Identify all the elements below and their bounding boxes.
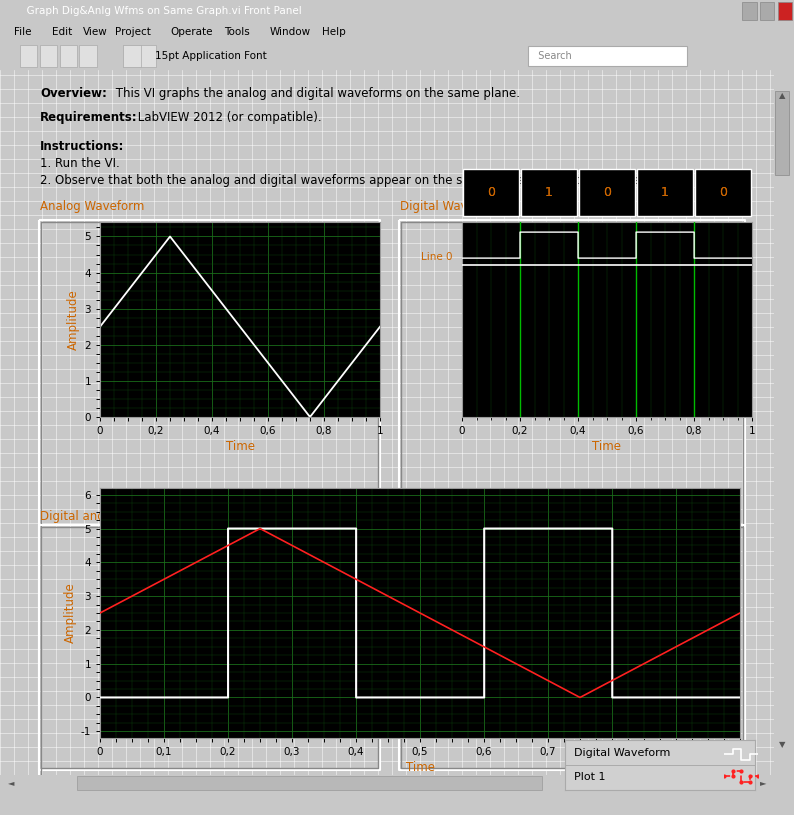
Text: This VI graphs the analog and digital waveforms on the same plane.: This VI graphs the analog and digital wa… xyxy=(112,87,520,100)
Text: Analog Waveform: Analog Waveform xyxy=(40,200,145,213)
Text: Operate: Operate xyxy=(171,27,214,37)
Bar xyxy=(637,170,693,216)
Text: Tools: Tools xyxy=(224,27,249,37)
Text: Plot 1: Plot 1 xyxy=(575,773,606,782)
X-axis label: Time: Time xyxy=(592,440,622,453)
Text: 1: 1 xyxy=(545,187,553,199)
Text: ◄: ◄ xyxy=(8,778,14,787)
Text: 0: 0 xyxy=(603,187,611,199)
Text: Digital Waveform: Digital Waveform xyxy=(400,200,503,213)
Text: ►: ► xyxy=(760,778,766,787)
Bar xyxy=(123,45,141,67)
X-axis label: Time: Time xyxy=(225,440,255,453)
Text: Window: Window xyxy=(270,27,311,37)
X-axis label: Time: Time xyxy=(406,761,434,774)
Text: 0: 0 xyxy=(719,187,727,199)
Text: 1. Run the VI.: 1. Run the VI. xyxy=(40,157,120,170)
Bar xyxy=(760,2,774,20)
Text: Requirements:: Requirements: xyxy=(40,111,137,124)
Text: 1: 1 xyxy=(661,187,669,199)
Text: Project: Project xyxy=(115,27,151,37)
Text: File: File xyxy=(14,27,32,37)
Text: Search: Search xyxy=(532,51,572,61)
Bar xyxy=(139,45,156,67)
Y-axis label: Amplitude: Amplitude xyxy=(67,289,80,350)
Text: 0: 0 xyxy=(487,187,495,199)
Bar xyxy=(20,45,37,67)
Text: 2. Observe that both the analog and digital waveforms appear on the same wavefor: 2. Observe that both the analog and digi… xyxy=(40,174,647,187)
Text: ▼: ▼ xyxy=(779,740,785,749)
Text: Help: Help xyxy=(322,27,345,37)
Text: 15pt Application Font: 15pt Application Font xyxy=(155,51,267,61)
Text: Instructions:: Instructions: xyxy=(40,140,125,153)
Bar xyxy=(77,776,542,791)
Bar xyxy=(40,45,57,67)
Bar xyxy=(695,170,751,216)
Text: Graph Dig&Anlg Wfms on Same Graph.vi Front Panel: Graph Dig&Anlg Wfms on Same Graph.vi Fro… xyxy=(20,6,302,16)
Text: 0: 0 xyxy=(603,187,611,199)
Bar xyxy=(775,91,789,175)
Bar xyxy=(123,45,141,67)
Bar xyxy=(463,170,519,216)
Bar xyxy=(79,45,97,67)
Text: 1: 1 xyxy=(545,187,553,199)
Text: Edit: Edit xyxy=(52,27,72,37)
Bar xyxy=(778,2,792,20)
Text: ▲: ▲ xyxy=(779,91,785,100)
Text: Line 0: Line 0 xyxy=(422,252,453,262)
Text: 1: 1 xyxy=(661,187,669,199)
Bar xyxy=(528,46,687,66)
Text: Digital and Analog Waveforms: Digital and Analog Waveforms xyxy=(40,510,219,523)
Text: 0: 0 xyxy=(487,187,495,199)
Text: 0: 0 xyxy=(719,187,727,199)
Text: Digital Waveform: Digital Waveform xyxy=(575,747,671,757)
Y-axis label: Amplitude: Amplitude xyxy=(64,583,76,643)
Bar xyxy=(742,2,757,20)
Bar xyxy=(60,45,77,67)
Text: View: View xyxy=(83,27,108,37)
Bar xyxy=(521,170,577,216)
Text: Overview:: Overview: xyxy=(40,87,107,100)
Bar xyxy=(579,170,635,216)
Text: LabVIEW 2012 (or compatible).: LabVIEW 2012 (or compatible). xyxy=(134,111,322,124)
